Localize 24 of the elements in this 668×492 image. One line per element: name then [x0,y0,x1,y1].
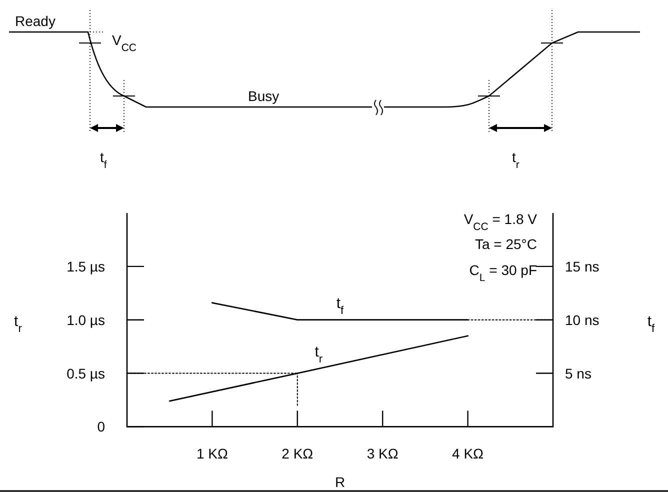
text: Busy [248,88,280,104]
annotation: V$_{CC}$ = 1.8 V [464,211,538,233]
series-label: t$_{r}$ [314,344,323,366]
y2-tick-label: 10 ns [565,312,600,328]
y2-axis-title: t$_{f}$ [647,313,656,335]
y-tick-label: 0.5 µs [66,365,105,382]
text: V$_{CC}$ [112,32,137,54]
y2-tick-label: 5 ns [565,365,592,382]
x-tick-label: 2 KΩ [282,446,314,462]
text: Ready [15,13,56,29]
y-tick-label: 0 [97,418,106,435]
text: t$_{f}$ [100,149,107,171]
y-axis-title: t$_{r}$ [14,313,22,335]
y-tick-label: 1.0 µs [66,312,105,328]
y2-tick-label: 15 ns [565,258,600,274]
annotation: C$_{L}$ = 30 pF [469,262,537,284]
y-tick-label: 1.5 µs [66,258,105,274]
x-tick-label: 3 KΩ [366,446,398,462]
series-label: t$_{f}$ [336,294,345,317]
x-axis-title: R [334,474,346,490]
x-tick-label: 1 KΩ [196,446,228,462]
x-tick-label: 4 KΩ [452,446,484,462]
annotation: Ta = 25°C [474,236,537,252]
text: t$_{r}$ [512,149,520,171]
